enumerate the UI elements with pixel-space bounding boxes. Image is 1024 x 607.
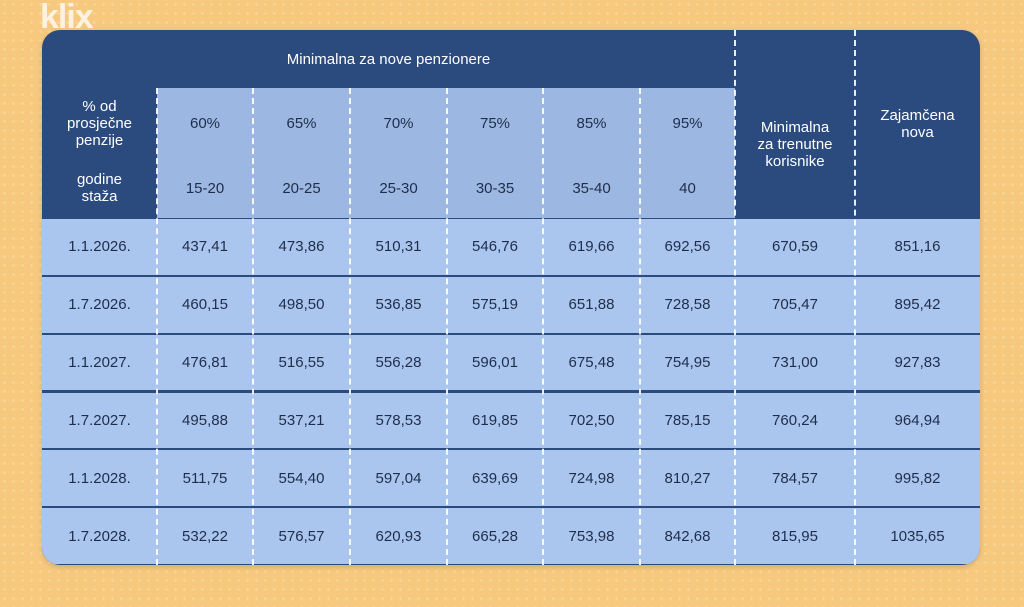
value-cell: 476,81 xyxy=(157,334,253,391)
value-cell: 964,94 xyxy=(855,392,980,449)
value-cell: 1035,65 xyxy=(855,508,980,564)
value-cell: 536,85 xyxy=(350,276,447,333)
value-cell: 851,16 xyxy=(855,219,980,275)
column-divider xyxy=(734,30,736,565)
column-divider xyxy=(446,88,448,565)
value-cell: 651,88 xyxy=(543,276,640,333)
value-cell: 895,42 xyxy=(855,276,980,333)
years-label: godine staža xyxy=(76,171,123,205)
column-divider xyxy=(156,88,158,565)
date-cell: 1.1.2028. xyxy=(42,450,157,507)
column-divider xyxy=(349,88,351,565)
group-title: Minimalna za nove penzionere xyxy=(286,50,491,68)
date-cell: 1.7.2026. xyxy=(42,276,157,333)
percent-header: 70% xyxy=(350,88,447,158)
value-cell: 578,53 xyxy=(350,392,447,449)
value-cell: 670,59 xyxy=(735,219,855,275)
date-cell: 1.7.2028. xyxy=(42,508,157,564)
value-cell: 510,31 xyxy=(350,219,447,275)
value-cell: 546,76 xyxy=(447,219,543,275)
value-cell: 784,57 xyxy=(735,450,855,507)
value-cell: 596,01 xyxy=(447,334,543,391)
percent-header: 75% xyxy=(447,88,543,158)
value-cell: 815,95 xyxy=(735,508,855,564)
value-cell: 556,28 xyxy=(350,334,447,391)
current-label: Minimalna za trenutne korisnike xyxy=(757,118,833,170)
value-cell: 692,56 xyxy=(640,219,735,275)
value-cell: 498,50 xyxy=(253,276,350,333)
value-cell: 705,47 xyxy=(735,276,855,333)
value-cell: 760,24 xyxy=(735,392,855,449)
value-cell: 995,82 xyxy=(855,450,980,507)
value-cell: 437,41 xyxy=(157,219,253,275)
value-cell: 675,48 xyxy=(543,334,640,391)
value-cell: 511,75 xyxy=(157,450,253,507)
value-cell: 460,15 xyxy=(157,276,253,333)
pension-table: Minimalna za nove penzionere % od prosječ… xyxy=(42,30,980,565)
column-divider xyxy=(542,88,544,565)
years-header: 15-20 xyxy=(157,158,253,218)
value-cell: 810,27 xyxy=(640,450,735,507)
value-cell: 473,86 xyxy=(253,219,350,275)
date-cell: 1.1.2026. xyxy=(42,219,157,275)
value-cell: 576,57 xyxy=(253,508,350,564)
value-cell: 516,55 xyxy=(253,334,350,391)
value-cell: 619,85 xyxy=(447,392,543,449)
value-cell: 597,04 xyxy=(350,450,447,507)
value-cell: 665,28 xyxy=(447,508,543,564)
years-header: 20-25 xyxy=(253,158,350,218)
percent-header: 85% xyxy=(543,88,640,158)
value-cell: 639,69 xyxy=(447,450,543,507)
value-cell: 619,66 xyxy=(543,219,640,275)
guaranteed-label: Zajamčena nova xyxy=(880,107,955,141)
value-cell: 842,68 xyxy=(640,508,735,564)
value-cell: 537,21 xyxy=(253,392,350,449)
years-header: 35-40 xyxy=(543,158,640,218)
percent-header: 60% xyxy=(157,88,253,158)
percent-header: 65% xyxy=(253,88,350,158)
years-header: 30-35 xyxy=(447,158,543,218)
value-cell: 728,58 xyxy=(640,276,735,333)
value-cell: 532,22 xyxy=(157,508,253,564)
years-header: 25-30 xyxy=(350,158,447,218)
value-cell: 554,40 xyxy=(253,450,350,507)
value-cell: 575,19 xyxy=(447,276,543,333)
value-cell: 753,98 xyxy=(543,508,640,564)
value-cell: 620,93 xyxy=(350,508,447,564)
value-cell: 731,00 xyxy=(735,334,855,391)
column-divider xyxy=(252,88,254,565)
value-cell: 724,98 xyxy=(543,450,640,507)
percent-header: 95% xyxy=(640,88,735,158)
value-cell: 927,83 xyxy=(855,334,980,391)
column-divider xyxy=(854,30,856,565)
value-cell: 495,88 xyxy=(157,392,253,449)
column-divider xyxy=(639,88,641,565)
years-header: 40 xyxy=(640,158,735,218)
value-cell: 754,95 xyxy=(640,334,735,391)
date-cell: 1.7.2027. xyxy=(42,392,157,449)
percent-label: % od prosječne penzije xyxy=(66,97,133,149)
date-cell: 1.1.2027. xyxy=(42,334,157,391)
value-cell: 785,15 xyxy=(640,392,735,449)
value-cell: 702,50 xyxy=(543,392,640,449)
